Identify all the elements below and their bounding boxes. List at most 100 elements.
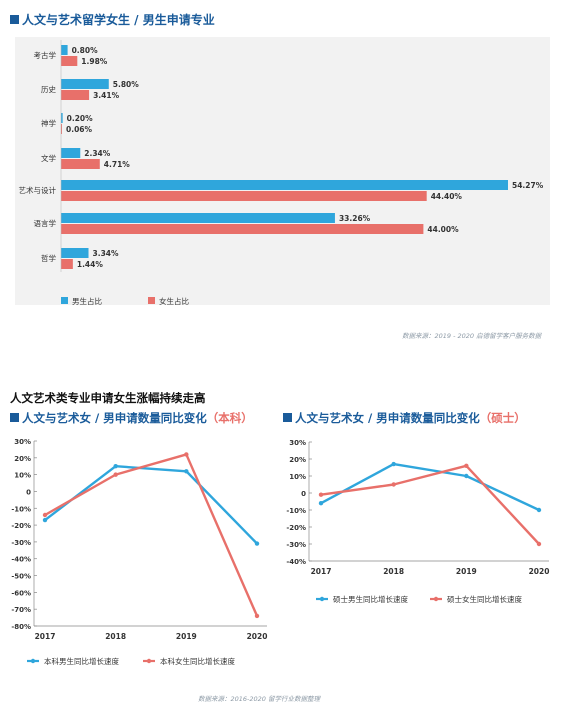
male-bar	[61, 213, 335, 223]
undergrad-y-tick-label: 20%	[14, 455, 31, 463]
master-y-tick-label: 10%	[289, 473, 306, 481]
master-y-tick-label: -40%	[286, 558, 306, 566]
master-x-tick-label: 2018	[383, 567, 404, 576]
female-bar	[61, 191, 427, 201]
female-bar	[61, 56, 78, 66]
undergrad-y-tick-label: -20%	[11, 522, 31, 530]
master-y-tick-label: -10%	[286, 507, 306, 515]
master-point	[318, 492, 324, 497]
undergrad-point	[113, 464, 118, 469]
undergrad-y-tick-label: -80%	[11, 623, 31, 631]
undergrad-y-tick-label: -30%	[11, 539, 31, 547]
bar-value-label: 33.26%	[339, 214, 371, 223]
female-bar	[61, 90, 90, 100]
undergrad-female-line	[44, 453, 259, 617]
bar-value-label: 54.27%	[512, 181, 544, 190]
undergrad-x-tick-label: 2020	[247, 632, 268, 641]
source-note-bottom: 数据来源：2016-2020 留学行业数据整理	[198, 695, 320, 703]
undergrad-point	[42, 517, 48, 523]
undergrad-point	[113, 472, 118, 477]
undergrad-legend-marker	[30, 658, 36, 664]
undergrad-y-tick-label: 10%	[14, 472, 31, 480]
bar-value-label: 1.44%	[77, 260, 104, 269]
undergrad-point	[184, 452, 189, 457]
bar-value-label: 2.34%	[84, 149, 111, 158]
undergrad-x-tick-label: 2017	[35, 632, 56, 641]
master-point	[536, 507, 542, 513]
bar-value-label: 0.20%	[67, 114, 94, 123]
master-y-tick-label: 20%	[289, 456, 306, 464]
undergrad-x-tick-label: 2018	[105, 632, 126, 641]
master-point	[464, 473, 469, 479]
master-x-tick-label: 2020	[529, 567, 550, 576]
bar-value-label: 44.40%	[431, 192, 463, 201]
master-male-line	[320, 462, 540, 512]
undergrad-y-tick-label: -50%	[11, 573, 31, 581]
undergrad-y-tick-label: -40%	[11, 556, 31, 564]
master-x-tick-label: 2017	[311, 567, 332, 576]
master-point	[391, 482, 396, 487]
master-y-tick-label: -20%	[286, 524, 306, 532]
bar-value-label: 3.41%	[93, 91, 120, 100]
male-bar	[61, 113, 63, 123]
undergrad-x-tick-label: 2019	[176, 632, 197, 641]
source-note-top: 数据来源：2019 - 2020 启德留学客户服务数据	[402, 332, 542, 340]
female-bar	[61, 124, 62, 134]
bar-value-label: 5.80%	[113, 80, 140, 89]
master-y-tick-label: -30%	[286, 541, 306, 549]
female-bar	[61, 224, 424, 234]
master-point	[391, 461, 396, 467]
undergrad-y-tick-label: 30%	[14, 438, 31, 446]
master-y-tick-label: 30%	[289, 439, 306, 447]
bar-chart-title: 人文与艺术留学女生 / 男生申请专业	[10, 11, 215, 28]
master-legend-marker	[433, 596, 439, 602]
bar-value-label: 4.71%	[104, 160, 131, 169]
bar-category-label: 考古学	[34, 50, 57, 60]
bar-category-label: 语言学	[34, 218, 57, 228]
title-square-icon	[283, 413, 292, 422]
bar-category-label: 神学	[41, 118, 56, 128]
master-point	[464, 463, 469, 468]
female-bar	[61, 159, 100, 169]
undergrad-y-tick-label: -10%	[11, 505, 31, 513]
master-female-line	[320, 464, 540, 545]
undergrad-legend-label: 本科男生同比增长速度	[44, 656, 119, 666]
male-bar	[61, 180, 508, 190]
male-bar	[61, 79, 109, 89]
legend-female-swatch	[148, 297, 155, 304]
legend-male-swatch	[61, 297, 68, 304]
legend-male-label: 男生占比	[72, 296, 102, 306]
undergrad-y-tick-label: -60%	[11, 589, 31, 597]
bar-category-label: 文学	[41, 153, 56, 163]
male-bar	[61, 45, 68, 55]
bar-category-label: 历史	[41, 84, 56, 94]
title-square-icon	[10, 413, 19, 422]
master-x-tick-label: 2019	[456, 567, 477, 576]
female-bar	[61, 259, 73, 269]
master-legend-marker	[319, 596, 325, 602]
undergrad-y-tick-label: -70%	[11, 606, 31, 614]
male-bar	[61, 148, 81, 158]
master-chart-title: 人文与艺术女 / 男申请数量同比变化（硕士）	[283, 410, 526, 426]
title-square-icon	[10, 15, 19, 24]
master-point	[318, 501, 324, 506]
bar-category-label: 哲学	[41, 253, 56, 263]
section-title: 人文艺术类专业申请女生涨幅持续走高	[10, 391, 206, 405]
master-legend-label: 硕士男生同比增长速度	[333, 594, 408, 604]
undergrad-legend-label: 本科女生同比增长速度	[160, 656, 235, 666]
undergrad-point	[184, 469, 189, 474]
undergrad-point	[42, 512, 48, 518]
master-legend-label: 硕士女生同比增长速度	[447, 594, 522, 604]
bar-value-label: 0.06%	[66, 125, 93, 134]
master-point	[536, 541, 542, 547]
bar-value-label: 3.34%	[93, 249, 120, 258]
legend-female-label: 女生占比	[159, 296, 189, 306]
male-bar	[61, 248, 89, 258]
master-y-tick-label: 0	[301, 490, 306, 498]
undergrad-legend-marker	[146, 658, 152, 664]
bar-value-label: 1.98%	[81, 57, 108, 66]
undergrad-point	[254, 613, 260, 619]
bar-value-label: 44.00%	[427, 225, 459, 234]
bar-value-label: 0.80%	[72, 46, 99, 55]
